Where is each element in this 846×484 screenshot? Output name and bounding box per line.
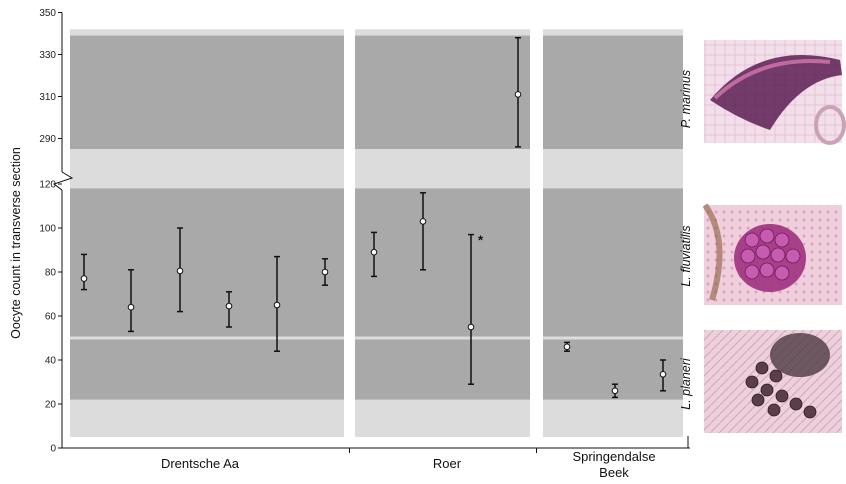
group-label-text: Drentsche Aa: [161, 456, 240, 471]
data-point-0-3: [225, 291, 233, 328]
y-tick-label-100: 100: [39, 224, 56, 235]
group-label-text: Springendalse Beek: [572, 449, 655, 480]
species-band-1-panel-1: [355, 188, 530, 337]
group-label-line-1: Beek: [599, 465, 629, 480]
y-tick-label-290: 290: [39, 134, 56, 145]
data-point-1-0: [370, 231, 378, 278]
y-tick-label-40: 40: [45, 356, 57, 367]
y-tick-label-350: 350: [39, 8, 56, 19]
y-axis-label: Oocyte count in transverse section: [9, 147, 23, 339]
x-axis: [62, 436, 690, 453]
group-label-text: Roer: [433, 456, 462, 471]
data-point-1-2: *: [467, 233, 484, 385]
species-label-l-fluviatilis: L. fluviatilis: [679, 225, 693, 286]
bands-layer: [70, 35, 683, 400]
mean-marker: [419, 218, 427, 225]
histology-images: [702, 40, 846, 433]
data-marks-layer: *: [80, 36, 667, 399]
mean-marker: [225, 302, 233, 310]
y-tick-label-20: 20: [45, 400, 57, 411]
species-band-0-panel-0: [70, 35, 344, 149]
l-planeri-histology-image: [704, 330, 842, 433]
mean-marker: [467, 323, 475, 331]
data-point-1-3: [514, 36, 522, 148]
axis-break-mark: [52, 171, 74, 191]
data-point-2-0: [563, 341, 571, 352]
group-label-line-0: Springendalse: [572, 449, 655, 464]
mean-marker: [370, 248, 378, 256]
y-tick-label-0: 0: [50, 444, 56, 455]
species-band-0-panel-2: [543, 35, 683, 149]
species-band-1-panel-2: [543, 188, 683, 337]
data-point-0-4: [273, 255, 281, 352]
data-point-0-2: [176, 227, 184, 313]
mean-marker: [611, 387, 619, 395]
species-band-0-panel-1: [355, 35, 530, 149]
data-point-2-2: [659, 359, 667, 392]
y-tick-label-330: 330: [39, 50, 56, 61]
species-band-2-panel-0: [70, 339, 344, 400]
y-axis: 0 20 40 60 80 100 120 290 310 330 350: [39, 8, 74, 455]
mean-marker: [563, 343, 571, 351]
species-labels: P. marinus L. fluviatilis L. planeri: [679, 70, 693, 410]
data-point-1-1: [419, 192, 427, 271]
y-tick-label-60: 60: [45, 312, 57, 323]
l-fluviatilis-histology-image: [702, 203, 842, 305]
mean-marker: [127, 303, 135, 311]
species-band-1-panel-0: [70, 188, 344, 337]
species-band-2-panel-1: [355, 339, 530, 400]
data-point-0-0: [80, 253, 88, 291]
mean-marker: [80, 275, 88, 282]
group-label-springendalse-beek: Springendalse Beek: [572, 449, 655, 480]
p-marinus-histology-image: [704, 40, 846, 145]
y-tick-label-80: 80: [45, 268, 57, 279]
mean-marker: [514, 91, 522, 98]
mean-marker: [176, 267, 184, 275]
data-point-0-1: [127, 269, 135, 333]
species-label-p-marinus: P. marinus: [679, 70, 693, 128]
mean-marker: [659, 371, 667, 378]
y-tick-label-120: 120: [39, 180, 56, 191]
y-tick-label-310: 310: [39, 92, 56, 103]
significance-marker: *: [478, 233, 484, 248]
data-point-2-1: [611, 383, 619, 399]
mean-marker: [321, 268, 329, 276]
mean-marker: [273, 301, 281, 309]
group-label-drentsche-aa: Drentsche Aa: [161, 456, 240, 471]
data-point-0-5: [321, 258, 329, 286]
group-label-roer: Roer: [433, 456, 462, 471]
species-label-l-planeri: L. planeri: [679, 357, 693, 410]
